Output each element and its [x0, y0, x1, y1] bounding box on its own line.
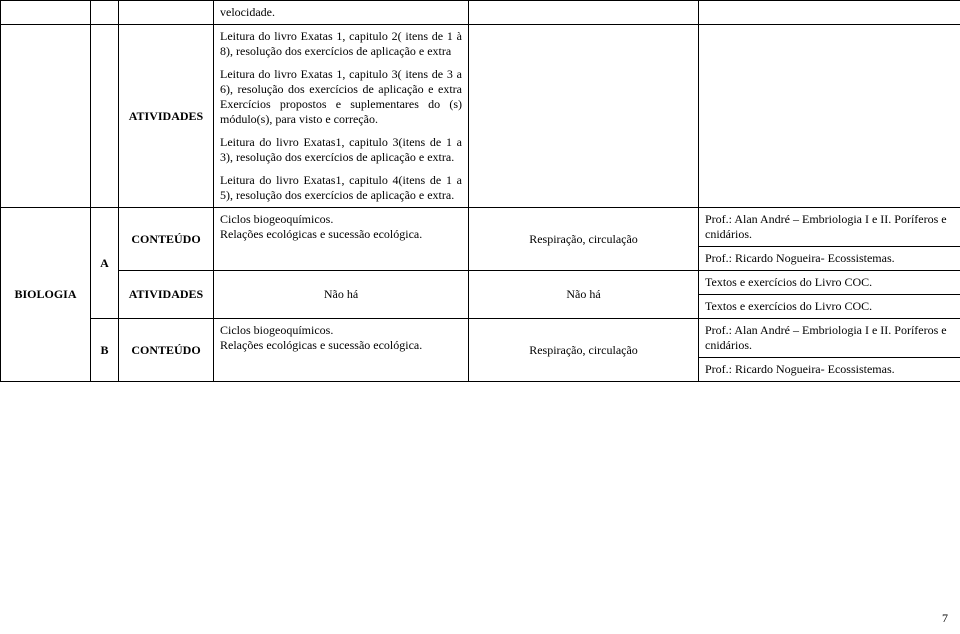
cell-next-empty [469, 25, 699, 208]
atividades-text-p4: Leitura do livro Exatas1, capitulo 4(ite… [220, 173, 462, 203]
cell-subject-empty [1, 1, 91, 25]
cell-biologia-a-conteudo-ref1: Prof.: Alan André – Embriologia I e II. … [699, 208, 960, 247]
cell-atividades-content: Leitura do livro Exatas 1, capitulo 2( i… [214, 25, 469, 208]
table-row: B CONTEÚDO Ciclos biogeoquímicos. Relaçõ… [1, 319, 960, 358]
table-row: ATIVIDADES Leitura do livro Exatas 1, ca… [1, 25, 960, 208]
cell-biologia-subject: BIOLOGIA [1, 208, 91, 382]
cell-biologia-a-letter: A [91, 208, 119, 319]
page-number: 7 [942, 611, 948, 626]
cell-letter-empty [91, 1, 119, 25]
cell-content-velocidade: velocidade. [214, 1, 469, 25]
cell-biologia-a-atividades-ref2: Textos e exercícios do Livro COC. [699, 295, 960, 319]
cell-atividades-label: ATIVIDADES [119, 25, 214, 208]
cell-label-empty [119, 1, 214, 25]
curriculum-table: velocidade. ATIVIDADES Leitura do livro … [0, 0, 960, 382]
cell-refs-empty [699, 1, 960, 25]
cell-biologia-a-atividades-content: Não há [214, 271, 469, 319]
cell-biologia-b-letter: B [91, 319, 119, 382]
atividades-text-p1: Leitura do livro Exatas 1, capitulo 2( i… [220, 29, 462, 59]
cell-biologia-b-conteudo-ref2: Prof.: Ricardo Nogueira- Ecossistemas. [699, 358, 960, 382]
cell-letter-empty [91, 25, 119, 208]
cell-biologia-b-conteudo-next: Respiração, circulação [469, 319, 699, 382]
table-row: velocidade. [1, 1, 960, 25]
cell-biologia-a-atividades-next: Não há [469, 271, 699, 319]
table-row: ATIVIDADES Não há Não há Textos e exercí… [1, 271, 960, 295]
atividades-text-p2: Leitura do livro Exatas 1, capitulo 3( i… [220, 67, 462, 127]
cell-biologia-a-conteudo-label: CONTEÚDO [119, 208, 214, 271]
cell-biologia-a-conteudo-ref2: Prof.: Ricardo Nogueira- Ecossistemas. [699, 247, 960, 271]
cell-biologia-a-conteudo-next: Respiração, circulação [469, 208, 699, 271]
cell-biologia-a-atividades-label: ATIVIDADES [119, 271, 214, 319]
table-row: BIOLOGIA A CONTEÚDO Ciclos biogeoquímico… [1, 208, 960, 247]
atividades-text-p3: Leitura do livro Exatas1, capitulo 3(ite… [220, 135, 462, 165]
cell-biologia-a-atividades-ref1: Textos e exercícios do Livro COC. [699, 271, 960, 295]
cell-biologia-b-conteudo-label: CONTEÚDO [119, 319, 214, 382]
cell-biologia-b-conteudo-content: Ciclos biogeoquímicos. Relações ecológic… [214, 319, 469, 382]
cell-biologia-b-conteudo-ref1: Prof.: Alan André – Embriologia I e II. … [699, 319, 960, 358]
cell-biologia-a-conteudo-content: Ciclos biogeoquímicos. Relações ecológic… [214, 208, 469, 271]
cell-refs-empty [699, 25, 960, 208]
cell-next-empty [469, 1, 699, 25]
cell-subject-empty [1, 25, 91, 208]
